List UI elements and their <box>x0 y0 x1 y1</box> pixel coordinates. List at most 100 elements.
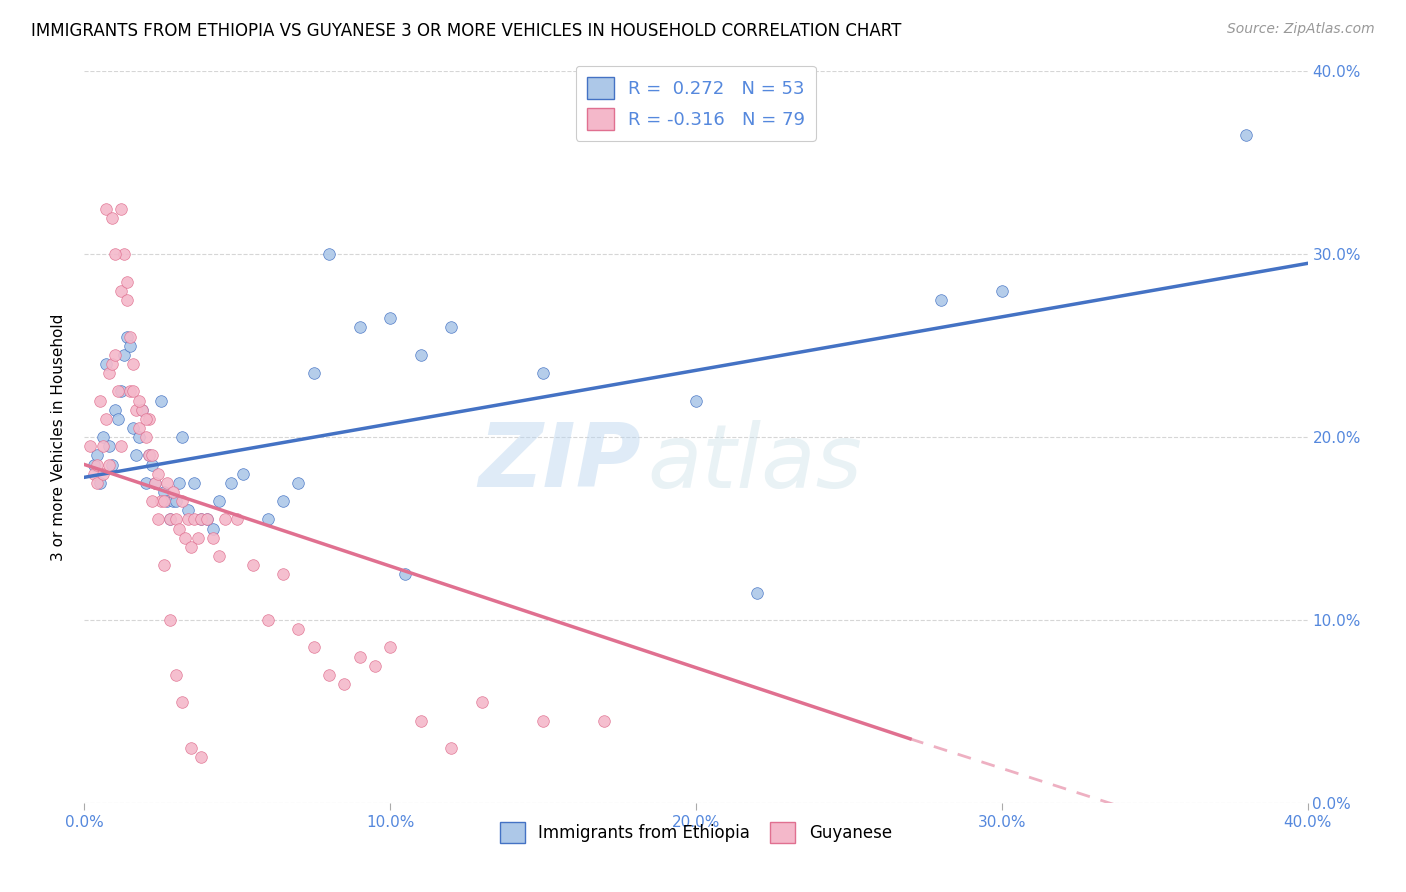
Point <box>153 494 176 508</box>
Point <box>125 448 148 462</box>
Point <box>531 714 554 728</box>
Point <box>242 558 264 573</box>
Point <box>141 494 163 508</box>
Point <box>333 677 356 691</box>
Point <box>531 366 554 380</box>
Point <box>380 640 402 655</box>
Point <box>138 448 160 462</box>
Point <box>159 512 181 526</box>
Point <box>177 503 200 517</box>
Point <box>172 695 194 709</box>
Point <box>115 275 138 289</box>
Point <box>146 512 169 526</box>
Point <box>91 430 114 444</box>
Point <box>195 512 218 526</box>
Point <box>440 740 463 755</box>
Point <box>349 649 371 664</box>
Point <box>167 521 190 535</box>
Point <box>208 494 231 508</box>
Point <box>128 393 150 408</box>
Point <box>440 320 463 334</box>
Point <box>122 384 145 399</box>
Point <box>107 384 129 399</box>
Point <box>128 430 150 444</box>
Point <box>172 430 194 444</box>
Point <box>190 750 212 764</box>
Point <box>1236 128 1258 143</box>
Point <box>97 366 120 380</box>
Point <box>86 475 108 490</box>
Point <box>101 458 124 472</box>
Point <box>115 329 138 343</box>
Point <box>112 348 135 362</box>
Point <box>104 247 127 261</box>
Point <box>120 384 142 399</box>
Point <box>409 714 432 728</box>
Point <box>172 494 194 508</box>
Point <box>91 467 114 481</box>
Text: IMMIGRANTS FROM ETHIOPIA VS GUYANESE 3 OR MORE VEHICLES IN HOUSEHOLD CORRELATION: IMMIGRANTS FROM ETHIOPIA VS GUYANESE 3 O… <box>31 22 901 40</box>
Point <box>122 421 145 435</box>
Point <box>318 247 340 261</box>
Point <box>138 412 160 426</box>
Point <box>115 293 138 307</box>
Point <box>110 284 132 298</box>
Point <box>131 402 153 417</box>
Point <box>190 512 212 526</box>
Point <box>91 439 114 453</box>
Point <box>208 549 231 563</box>
Point <box>141 448 163 462</box>
Point <box>302 366 325 380</box>
Point <box>94 202 117 216</box>
Point <box>186 531 208 545</box>
Point <box>101 211 124 225</box>
Point <box>131 402 153 417</box>
Point <box>94 412 117 426</box>
Point <box>929 293 952 307</box>
Point <box>86 448 108 462</box>
Point <box>89 393 111 408</box>
Point <box>141 458 163 472</box>
Point <box>685 393 707 408</box>
Point <box>471 695 494 709</box>
Point <box>593 714 616 728</box>
Point <box>165 494 187 508</box>
Point <box>83 467 105 481</box>
Point <box>122 357 145 371</box>
Point <box>149 494 172 508</box>
Point <box>183 475 205 490</box>
Point <box>104 402 127 417</box>
Text: ZIP: ZIP <box>478 419 641 506</box>
Point <box>86 458 108 472</box>
Point <box>135 430 157 444</box>
Point <box>101 357 124 371</box>
Point <box>162 485 184 500</box>
Point <box>183 512 205 526</box>
Point <box>97 439 120 453</box>
Point <box>195 512 218 526</box>
Point <box>747 585 769 599</box>
Point <box>318 667 340 681</box>
Point <box>167 475 190 490</box>
Point <box>214 512 236 526</box>
Point <box>190 512 212 526</box>
Point <box>110 384 132 399</box>
Point <box>174 531 197 545</box>
Point <box>104 348 127 362</box>
Text: Source: ZipAtlas.com: Source: ZipAtlas.com <box>1227 22 1375 37</box>
Point <box>120 338 142 352</box>
Point <box>380 311 402 326</box>
Point <box>146 467 169 481</box>
Point <box>94 357 117 371</box>
Point <box>153 558 176 573</box>
Point <box>125 402 148 417</box>
Point <box>112 247 135 261</box>
Point <box>83 458 105 472</box>
Point <box>287 622 309 636</box>
Point <box>89 475 111 490</box>
Point <box>226 512 249 526</box>
Point <box>159 512 181 526</box>
Point <box>409 348 432 362</box>
Point <box>110 439 132 453</box>
Point <box>257 613 280 627</box>
